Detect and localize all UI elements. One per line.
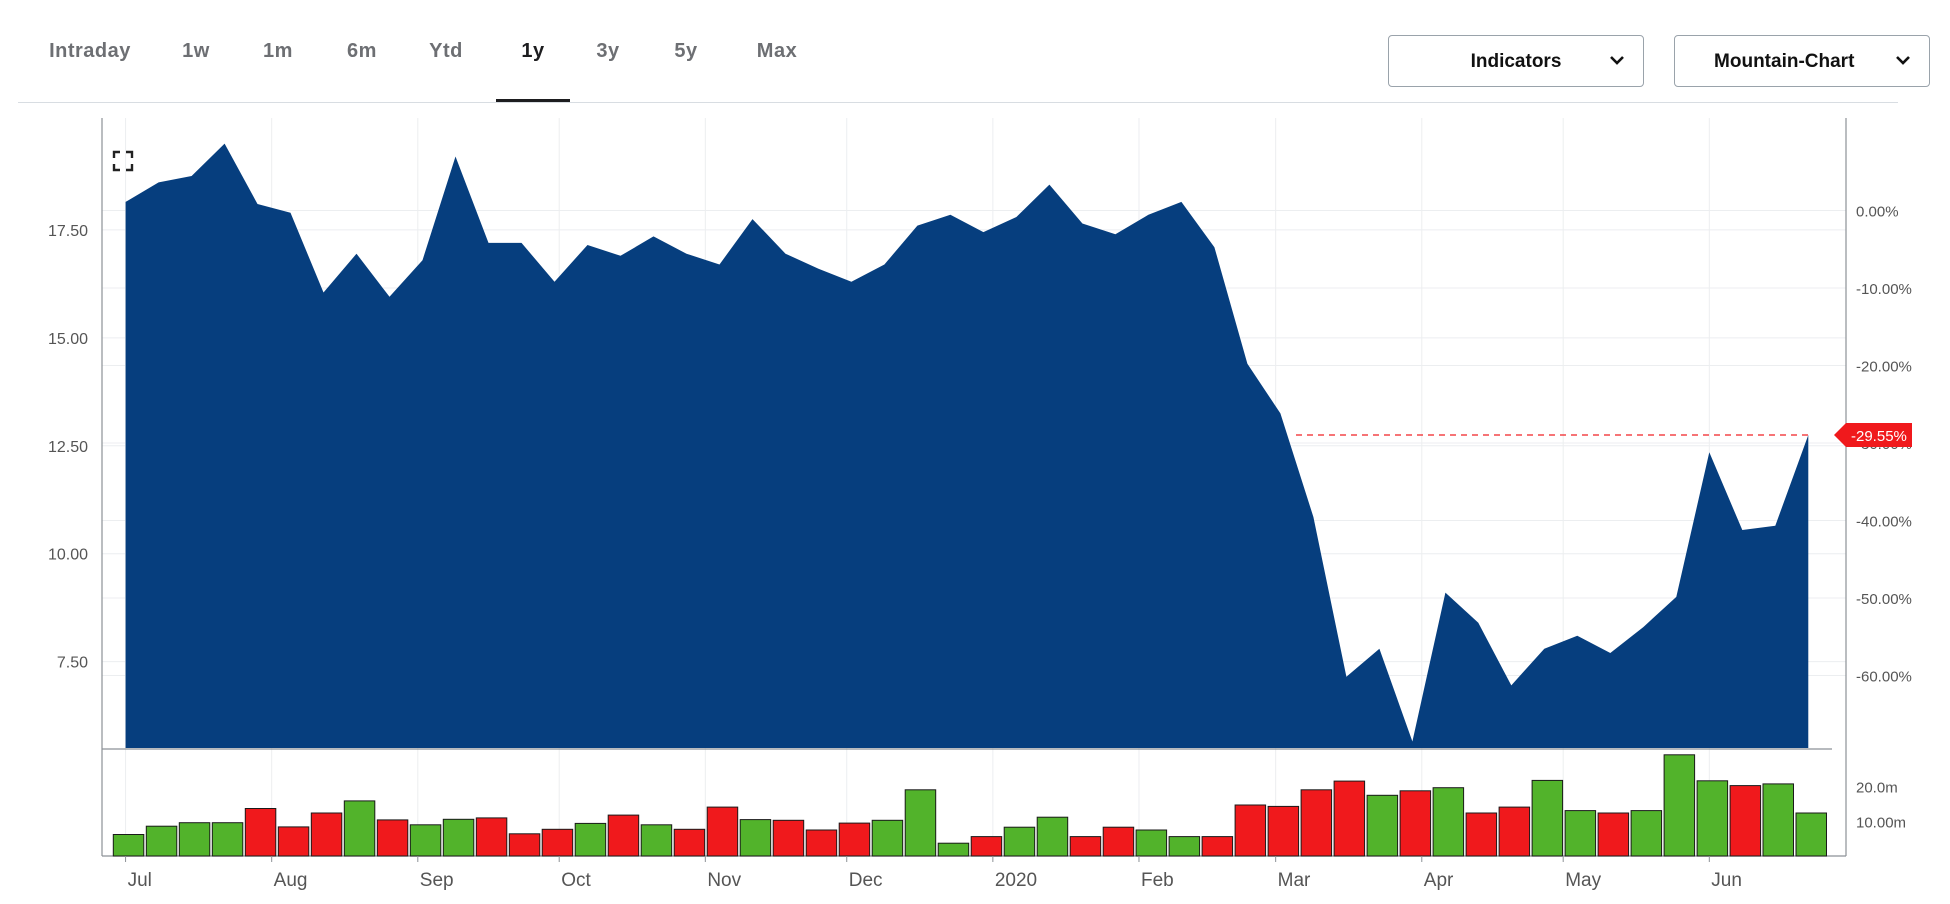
x-tick-label: Mar	[1278, 870, 1311, 891]
volume-bar	[211, 822, 244, 857]
tab-1y[interactable]: 1y	[496, 40, 570, 102]
volume-tick-label: 10.00m	[1856, 814, 1906, 831]
volume-bar	[970, 836, 1003, 857]
volume-bar	[1729, 785, 1762, 857]
chart-type-dropdown[interactable]: Mountain-Chart	[1674, 35, 1930, 87]
volume-bar	[574, 822, 607, 857]
volume-bar	[244, 808, 277, 857]
x-tick-label: Nov	[707, 870, 741, 891]
volume-bar	[871, 819, 904, 857]
volume-bar	[1300, 789, 1333, 857]
tab-intraday[interactable]: Intraday	[49, 40, 131, 62]
expand-icon[interactable]	[112, 150, 134, 172]
y-tick-label: 10.00	[48, 547, 88, 564]
volume-bar	[1531, 779, 1564, 857]
volume-bar	[1498, 806, 1531, 857]
volume-bar	[343, 800, 376, 857]
volume-bar	[1333, 780, 1366, 857]
secondary-y-tick-label: -20.00%	[1856, 358, 1912, 375]
chevron-down-icon	[1610, 56, 1624, 65]
volume-bar	[1597, 812, 1630, 857]
timeframe-tabs: Intraday 1w 1m 6m Ytd 1y 3y 5y Max	[18, 0, 1898, 103]
volume-bar	[1267, 805, 1300, 857]
x-tick-label: May	[1565, 870, 1601, 891]
x-tick-label: Aug	[274, 870, 308, 891]
volume-bar	[1366, 794, 1399, 857]
x-tick-label: Dec	[849, 870, 883, 891]
price-area	[125, 143, 1809, 749]
tab-1w[interactable]: 1w	[182, 40, 210, 62]
tab-5y[interactable]: 5y	[674, 40, 698, 62]
volume-bar	[475, 817, 508, 857]
secondary-y-tick-label: 0.00%	[1856, 204, 1899, 221]
secondary-y-tick-label: -60.00%	[1856, 668, 1912, 685]
volume-bar	[904, 789, 937, 857]
volume-bar	[1795, 812, 1827, 857]
secondary-y-tick-label: -40.00%	[1856, 513, 1912, 530]
x-tick-label: 2020	[995, 870, 1037, 891]
volume-bar	[1399, 790, 1432, 857]
volume-bar	[1564, 810, 1597, 857]
volume-bar	[442, 818, 475, 857]
volume-bar	[1102, 826, 1135, 857]
volume-bar	[1003, 826, 1036, 857]
volume-bar	[508, 833, 541, 857]
tab-max[interactable]: Max	[756, 40, 798, 62]
tab-6m[interactable]: 6m	[347, 40, 377, 62]
volume-bar	[772, 819, 805, 857]
volume-bar	[805, 829, 838, 857]
volume-bar	[310, 812, 343, 857]
chevron-down-icon	[1896, 56, 1910, 65]
volume-bar	[937, 842, 970, 857]
x-tick-label: Jun	[1711, 870, 1742, 891]
volume-bar	[1696, 780, 1729, 857]
indicators-label: Indicators	[1470, 51, 1562, 72]
volume-tick-label: 20.0m	[1856, 780, 1898, 797]
x-tick-label: Sep	[420, 870, 454, 891]
indicators-dropdown[interactable]: Indicators	[1388, 35, 1644, 87]
chart-type-label: Mountain-Chart	[1714, 51, 1855, 72]
volume-bar	[706, 806, 739, 857]
y-tick-label: 17.50	[48, 223, 88, 240]
secondary-y-tick-label: -10.00%	[1856, 281, 1912, 298]
volume-bar	[1234, 804, 1267, 857]
y-tick-label: 15.00	[48, 331, 88, 348]
volume-bar	[145, 825, 178, 857]
x-tick-label: Feb	[1141, 870, 1174, 891]
y-tick-label: 12.50	[48, 439, 88, 456]
volume-bar	[1630, 810, 1663, 857]
volume-bar	[1663, 754, 1696, 857]
x-tick-label: Apr	[1424, 870, 1454, 891]
volume-bar	[1201, 836, 1234, 857]
volume-bar	[1762, 783, 1794, 857]
volume-bar	[1036, 816, 1069, 857]
volume-bar	[409, 824, 442, 857]
volume-bar	[376, 819, 409, 857]
current-change-badge	[1834, 423, 1912, 447]
volume-bar	[1069, 836, 1102, 857]
volume-bar	[1432, 787, 1465, 857]
secondary-y-tick-label: -50.00%	[1856, 591, 1912, 608]
volume-bar	[607, 814, 640, 857]
y-tick-label: 7.50	[57, 655, 88, 672]
volume-bar	[1168, 836, 1201, 857]
volume-bar	[838, 822, 871, 857]
volume-bar	[277, 826, 310, 857]
x-tick-label: Oct	[561, 870, 591, 891]
volume-bar	[112, 834, 145, 857]
volume-bar	[178, 822, 211, 857]
volume-bar	[673, 828, 706, 857]
tab-ytd[interactable]: Ytd	[429, 40, 463, 62]
volume-bar	[739, 819, 772, 857]
x-tick-label: Jul	[128, 870, 152, 891]
volume-bar	[640, 824, 673, 857]
tab-1m[interactable]: 1m	[263, 40, 293, 62]
volume-bar	[1135, 829, 1168, 857]
tab-3y[interactable]: 3y	[596, 40, 620, 62]
volume-bar	[541, 828, 574, 857]
current-change-label: -29.55%	[1851, 428, 1907, 445]
volume-bar	[1465, 812, 1498, 857]
